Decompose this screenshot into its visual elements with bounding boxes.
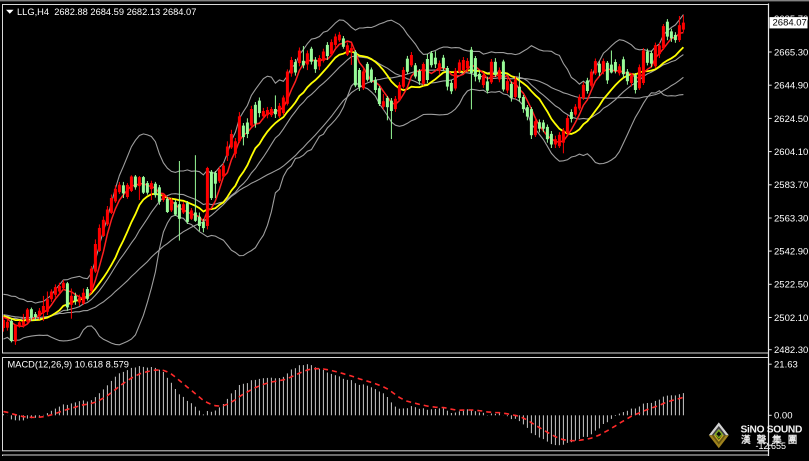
svg-text:-12.655: -12.655 — [756, 441, 787, 451]
svg-text:2665.30: 2665.30 — [774, 47, 808, 58]
svg-text:2644.90: 2644.90 — [774, 81, 808, 92]
svg-text:2542.90: 2542.90 — [774, 247, 808, 258]
svg-text:21.63: 21.63 — [774, 360, 798, 371]
svg-text:SiNO SOUND: SiNO SOUND — [741, 425, 803, 436]
svg-text:MACD(12,26,9) 10.618 8.579: MACD(12,26,9) 10.618 8.579 — [8, 360, 129, 370]
svg-text:2583.70: 2583.70 — [774, 180, 808, 191]
svg-text:2502.10: 2502.10 — [774, 313, 808, 324]
svg-text:漢聲集團: 漢聲集團 — [741, 434, 803, 446]
svg-text:2684.07: 2684.07 — [773, 18, 807, 29]
svg-text:2604.10: 2604.10 — [774, 147, 808, 158]
svg-text:2624.50: 2624.50 — [774, 114, 808, 125]
svg-text:2482.30: 2482.30 — [774, 345, 808, 356]
svg-text:2522.50: 2522.50 — [774, 280, 808, 291]
svg-text:2563.30: 2563.30 — [774, 213, 808, 224]
svg-text:0.00: 0.00 — [774, 411, 793, 422]
svg-text:LLG,H4 2682.88 2684.59 2682.1: LLG,H4 2682.88 2684.59 2682.13 2684.07 — [17, 7, 196, 17]
